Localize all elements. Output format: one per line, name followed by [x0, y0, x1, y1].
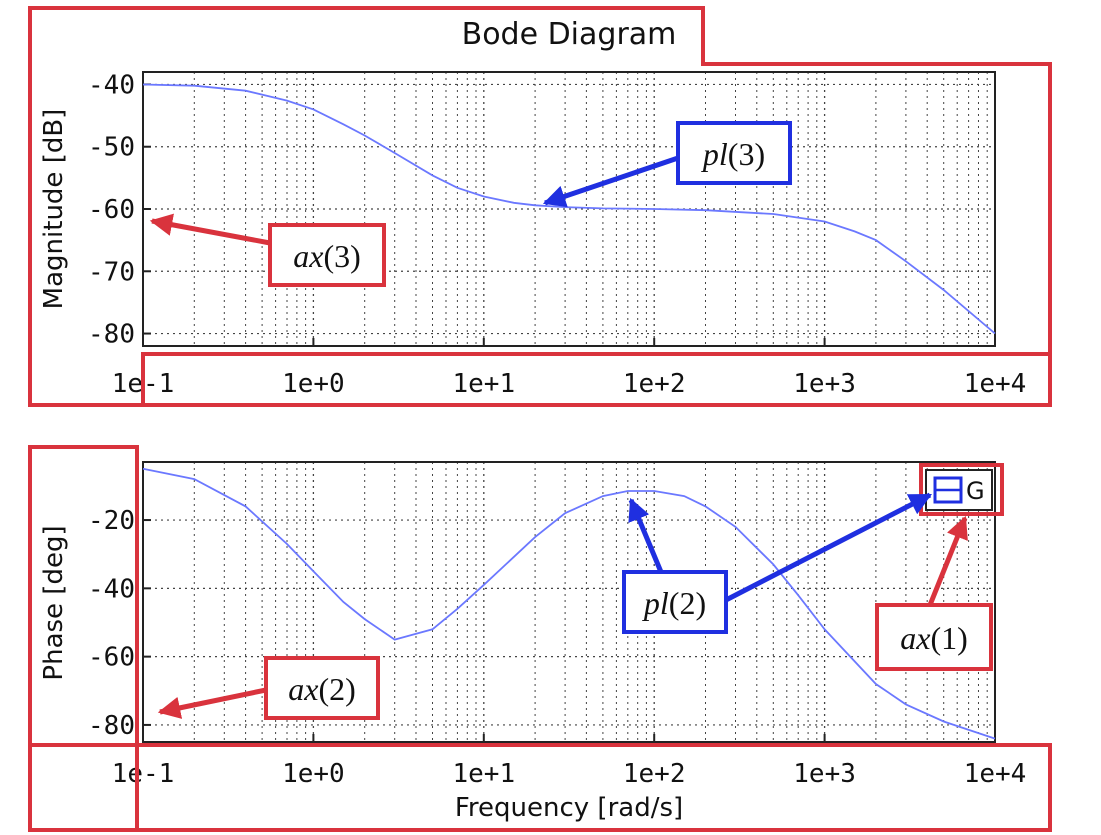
phase-series-line — [142, 467, 996, 740]
pl2-arrow-a — [628, 497, 664, 573]
x-tick-label: 1e+3 — [793, 369, 856, 399]
ax2-arrow — [157, 687, 267, 719]
x-tick-label: 1e+2 — [623, 759, 686, 789]
x-tick-label: 1e+1 — [452, 759, 515, 789]
ax1-arrow — [927, 515, 968, 606]
chart-title: Bode Diagram — [462, 17, 677, 52]
legend: G — [925, 469, 993, 511]
ax2-bottom-frame — [28, 743, 1052, 832]
phase-axes-box — [142, 461, 996, 743]
legend-entry: G — [966, 477, 985, 505]
x-tick-label: 1e-1 — [112, 759, 175, 789]
y-tick-label: -40 — [88, 574, 135, 604]
pl3-arrow — [542, 155, 679, 208]
y-tick-label: -80 — [88, 320, 135, 350]
magnitude-ylabel: Magnitude [dB] — [39, 109, 69, 310]
phase-y-ticks: -20 -40 -60 -80 — [88, 506, 151, 741]
magnitude-xtick-frame — [141, 352, 1052, 407]
svg-text:pl(3): pl(3) — [701, 136, 765, 172]
x-tick-label: 1e+2 — [623, 369, 686, 399]
magnitude-y-ticks: -40 -50 -60 -70 -80 — [88, 70, 151, 350]
x-tick-label: 1e+4 — [964, 369, 1027, 399]
svg-text:ax(2): ax(2) — [288, 671, 356, 707]
ax1-frame — [919, 463, 1004, 516]
x-tick-label: 1e+0 — [282, 369, 345, 399]
y-tick-label: -20 — [88, 506, 135, 536]
magnitude-series-line — [142, 83, 996, 335]
y-tick-label: -70 — [88, 257, 135, 287]
ax2-label: ax(2) — [264, 656, 380, 720]
svg-text:pl(2): pl(2) — [642, 585, 706, 621]
phase-grid — [142, 462, 995, 742]
magnitude-x-ticks: 1e-1 1e+0 1e+1 1e+2 1e+3 1e+4 — [112, 338, 1027, 399]
y-tick-label: -60 — [88, 195, 135, 225]
x-tick-label: 1e+3 — [793, 759, 856, 789]
ax3-arrow — [149, 213, 271, 246]
y-tick-label: -40 — [88, 70, 135, 100]
phase-ylabel: Phase [deg] — [39, 525, 69, 680]
phase-subplot: -20 -40 -60 -80 1e-1 1e+0 1e+1 1e+2 1e+3 1e+4 Ph… — [39, 461, 1027, 823]
x-tick-label: 1e+1 — [452, 369, 515, 399]
pl2-label: pl(2) — [622, 570, 728, 634]
magnitude-grid — [142, 72, 995, 346]
svg-text:ax(3): ax(3) — [293, 238, 361, 274]
x-tick-label: 1e+0 — [282, 759, 345, 789]
phase-x-ticks: 1e-1 1e+0 1e+1 1e+2 1e+3 1e+4 — [112, 734, 1027, 789]
ax3-frame — [28, 6, 1052, 407]
frequency-xlabel: Frequency [rad/s] — [455, 793, 683, 823]
y-tick-label: -60 — [88, 643, 135, 673]
svg-text:ax(1): ax(1) — [900, 620, 968, 656]
ax3-label: ax(3) — [268, 223, 386, 287]
pl2-arrow-b — [724, 492, 933, 603]
handle-frames — [28, 6, 1052, 832]
magnitude-subplot: -40-50-60-70-80 1e-1 1e+0 1e+1 1e+2 1e+3 1e+4… — [39, 70, 1026, 399]
pl3-label: pl(3) — [676, 121, 792, 185]
ax1-label: ax(1) — [875, 603, 993, 671]
x-tick-label: 1e+4 — [964, 759, 1027, 789]
y-tick-label: -50 — [88, 133, 135, 163]
y-tick-label: -80 — [88, 711, 135, 741]
